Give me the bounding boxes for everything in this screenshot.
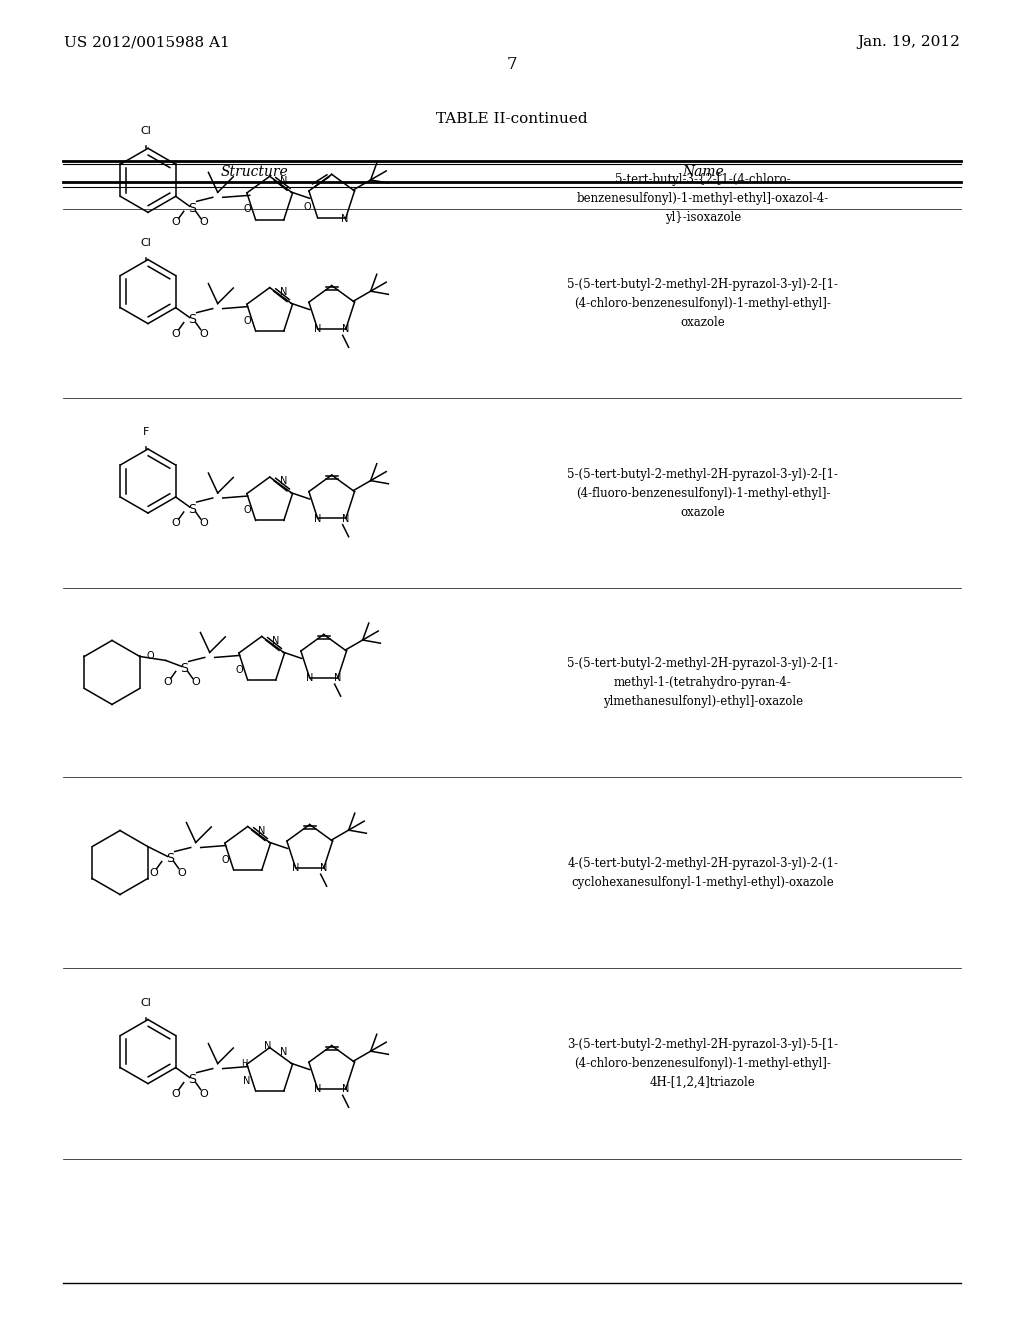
- Text: O: O: [243, 315, 251, 326]
- Text: N: N: [292, 863, 299, 874]
- Text: O: O: [177, 867, 186, 878]
- Text: US 2012/0015988 A1: US 2012/0015988 A1: [63, 36, 229, 49]
- Text: Cl: Cl: [140, 238, 152, 248]
- Text: N: N: [272, 636, 280, 645]
- Text: O: O: [171, 517, 180, 528]
- Text: 4-(5-tert-butyl-2-methyl-2H-pyrazol-3-yl)-2-(1-
cyclohexanesulfonyl-1-methyl-eth: 4-(5-tert-butyl-2-methyl-2H-pyrazol-3-yl…: [567, 857, 839, 888]
- Text: N: N: [244, 1076, 251, 1086]
- Text: N: N: [280, 477, 288, 486]
- Text: O: O: [200, 517, 208, 528]
- Text: O: O: [164, 677, 172, 688]
- Text: O: O: [146, 651, 154, 661]
- Text: O: O: [243, 205, 251, 214]
- Text: 5-tert-butyl-3-{2-[1-(4-chloro-
benzenesulfonyl)-1-methyl-ethyl]-oxazol-4-
yl}-i: 5-tert-butyl-3-{2-[1-(4-chloro- benzenes…: [577, 173, 829, 224]
- Text: S: S: [180, 661, 187, 675]
- Text: 5-(5-tert-butyl-2-methyl-2H-pyrazol-3-yl)-2-[1-
(4-chloro-benzenesulfonyl)-1-met: 5-(5-tert-butyl-2-methyl-2H-pyrazol-3-yl…: [567, 279, 839, 329]
- Text: O: O: [200, 1089, 208, 1098]
- Text: N: N: [306, 673, 313, 684]
- Text: Cl: Cl: [140, 998, 152, 1007]
- Text: N: N: [314, 1084, 322, 1094]
- Text: S: S: [187, 503, 196, 516]
- Text: TABLE II-continued: TABLE II-continued: [436, 112, 588, 125]
- Text: O: O: [236, 664, 243, 675]
- Text: S: S: [166, 851, 174, 865]
- Text: N: N: [341, 214, 348, 223]
- Text: 3-(5-tert-butyl-2-methyl-2H-pyrazol-3-yl)-5-[1-
(4-chloro-benzenesulfonyl)-1-met: 3-(5-tert-butyl-2-methyl-2H-pyrazol-3-yl…: [567, 1038, 839, 1089]
- Text: N: N: [334, 673, 341, 684]
- Text: 5-(5-tert-butyl-2-methyl-2H-pyrazol-3-yl)-2-[1-
methyl-1-(tetrahydro-pyran-4-
yl: 5-(5-tert-butyl-2-methyl-2H-pyrazol-3-yl…: [567, 657, 839, 708]
- Text: N: N: [280, 286, 288, 297]
- Text: O: O: [191, 677, 200, 688]
- Text: O: O: [221, 854, 228, 865]
- Text: O: O: [304, 202, 311, 211]
- Text: N: N: [314, 325, 322, 334]
- Text: O: O: [171, 1089, 180, 1098]
- Text: O: O: [150, 867, 158, 878]
- Text: Cl: Cl: [140, 127, 152, 136]
- Text: O: O: [200, 329, 208, 339]
- Text: O: O: [200, 218, 208, 227]
- Text: N: N: [342, 513, 349, 524]
- Text: Jan. 19, 2012: Jan. 19, 2012: [857, 36, 961, 49]
- Text: N: N: [280, 1047, 288, 1057]
- Text: S: S: [187, 313, 196, 326]
- Text: N: N: [263, 1041, 271, 1052]
- Text: N: N: [281, 176, 288, 186]
- Text: N: N: [342, 1084, 349, 1094]
- Text: N: N: [342, 325, 349, 334]
- Text: O: O: [171, 218, 180, 227]
- Text: N: N: [314, 513, 322, 524]
- Text: N: N: [319, 863, 328, 874]
- Text: Structure: Structure: [220, 165, 289, 178]
- Text: S: S: [187, 1073, 196, 1086]
- Text: 5-(5-tert-butyl-2-methyl-2H-pyrazol-3-yl)-2-[1-
(4-fluoro-benzenesulfonyl)-1-met: 5-(5-tert-butyl-2-methyl-2H-pyrazol-3-yl…: [567, 467, 839, 519]
- Text: Name: Name: [682, 165, 724, 178]
- Text: S: S: [187, 202, 196, 215]
- Text: O: O: [171, 329, 180, 339]
- Text: O: O: [243, 506, 251, 515]
- Text: 7: 7: [507, 57, 517, 73]
- Text: F: F: [142, 428, 150, 437]
- Text: N: N: [258, 826, 265, 836]
- Text: H: H: [242, 1059, 248, 1068]
